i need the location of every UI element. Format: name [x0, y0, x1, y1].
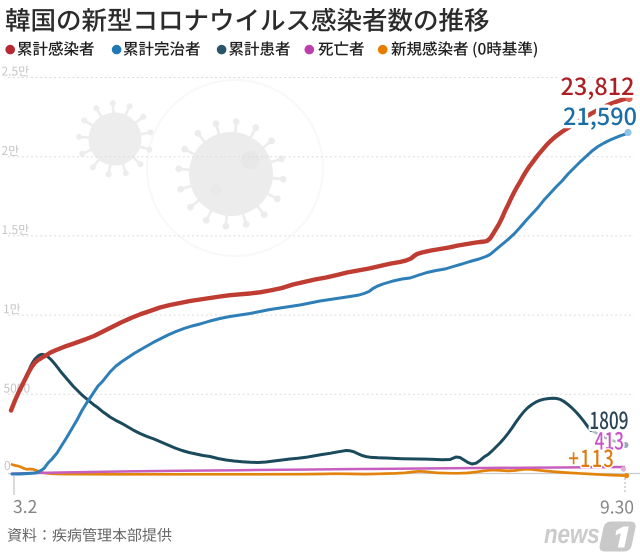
svg-text:news: news	[544, 521, 599, 550]
